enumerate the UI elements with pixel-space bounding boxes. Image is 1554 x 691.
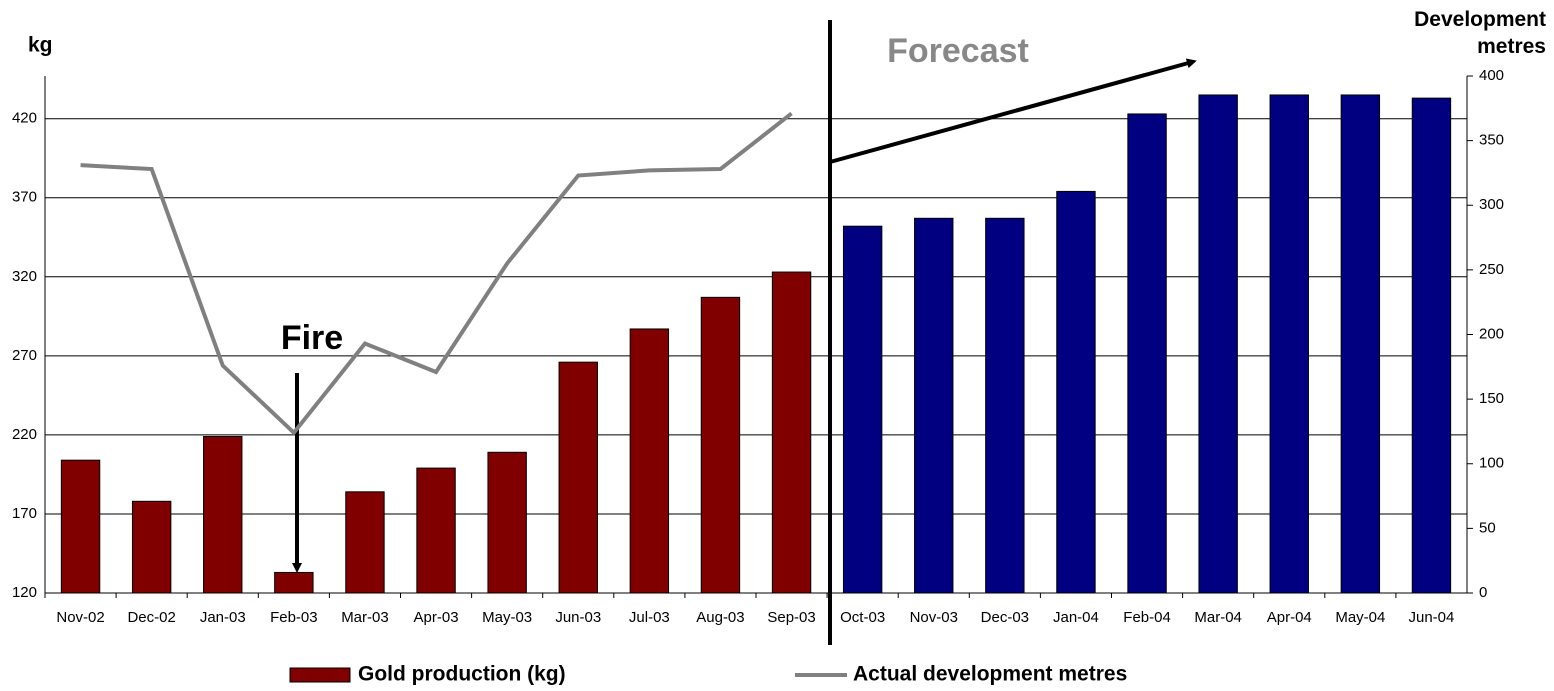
y2-tick-label: 250 — [1479, 261, 1504, 278]
y2-tick-label: 300 — [1479, 196, 1504, 213]
y-tick-label: 220 — [12, 426, 37, 443]
y2-tick-label: 0 — [1479, 584, 1487, 601]
x-tick-label: May-03 — [482, 609, 532, 626]
x-tick-label: Apr-04 — [1267, 609, 1312, 626]
bar — [629, 328, 670, 594]
x-tick-label: Nov-02 — [56, 609, 104, 626]
x-tick-label: Dec-02 — [127, 609, 175, 626]
bar — [1056, 190, 1096, 594]
bar — [203, 435, 243, 594]
bar — [558, 361, 598, 594]
x-tick-label: Dec-03 — [981, 609, 1029, 626]
bar — [1198, 94, 1238, 594]
x-tick-label: Feb-04 — [1123, 609, 1171, 626]
bar — [914, 217, 954, 594]
bar — [487, 451, 527, 594]
y2-tick-label: 200 — [1479, 325, 1504, 342]
x-tick-label: Aug-03 — [696, 609, 744, 626]
y-tick-label: 420 — [12, 110, 37, 127]
bar — [842, 225, 883, 594]
bar — [345, 491, 385, 594]
bar — [700, 296, 741, 594]
x-tick-label: Apr-03 — [414, 609, 459, 626]
y2-tick-label: 100 — [1479, 455, 1504, 472]
y2-axis-label: Development metres — [1414, 8, 1546, 58]
bar — [1340, 94, 1381, 594]
x-tick-label: Feb-03 — [270, 609, 318, 626]
bar — [985, 217, 1025, 594]
y2-tick-label: 400 — [1479, 67, 1504, 84]
bar — [1411, 97, 1452, 594]
annotation: Forecast — [887, 32, 1029, 70]
bar — [416, 467, 456, 594]
x-tick-label: Sep-03 — [767, 609, 815, 626]
y2-tick-label: 50 — [1479, 519, 1496, 536]
x-tick-label: Jun-04 — [1409, 609, 1455, 626]
annotation: Fire — [281, 319, 343, 357]
y-axis-label: kg — [28, 34, 53, 57]
bar — [131, 500, 172, 594]
bar — [60, 459, 101, 594]
legend-swatch — [289, 667, 351, 683]
x-tick-label: Jan-03 — [200, 609, 246, 626]
y-tick-label: 120 — [12, 584, 37, 601]
x-tick-label: Nov-03 — [910, 609, 958, 626]
y2-tick-label: 350 — [1479, 132, 1504, 149]
x-tick-label: Jan-04 — [1053, 609, 1099, 626]
forecast-arrow — [829, 58, 1197, 164]
bar — [274, 571, 314, 594]
bar — [1269, 94, 1309, 594]
x-tick-label: Mar-03 — [341, 609, 389, 626]
x-tick-label: May-04 — [1335, 609, 1385, 626]
y-tick-label: 270 — [12, 347, 37, 364]
bar — [1127, 113, 1167, 594]
x-tick-label: Mar-04 — [1194, 609, 1242, 626]
y-tick-label: 170 — [12, 505, 37, 522]
legend-label: Actual development metres — [853, 663, 1127, 686]
y2-tick-label: 150 — [1479, 390, 1504, 407]
bar — [771, 271, 812, 594]
x-tick-label: Jun-03 — [555, 609, 601, 626]
x-tick-label: Jul-03 — [629, 609, 670, 626]
y-tick-label: 370 — [12, 189, 37, 206]
y-tick-label: 320 — [12, 268, 37, 285]
line — [80, 111, 793, 436]
legend-label: Gold production (kg) — [358, 663, 566, 686]
x-tick-label: Oct-03 — [840, 609, 885, 626]
